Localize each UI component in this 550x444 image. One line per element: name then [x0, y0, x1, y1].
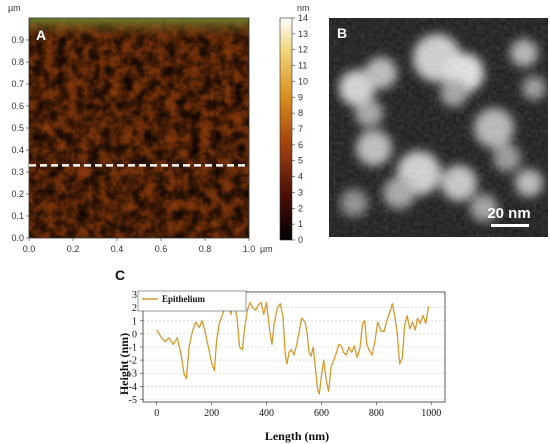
- legend: Epithelium: [137, 290, 247, 312]
- x-axis-ticks: 0.0 0.2 0.4 0.6 0.8 1.0: [23, 238, 256, 254]
- colorbar-unit: nm: [297, 3, 310, 13]
- y-tick-label: 0.4: [11, 145, 24, 155]
- y-tick-label: -2: [129, 356, 137, 367]
- panel-a-letter: A: [36, 27, 46, 43]
- x-tick-label: 0.2: [67, 244, 80, 254]
- scale-bar: [491, 224, 529, 227]
- x-axis-label: Length (nm): [265, 429, 329, 443]
- x-tick-label: 1000: [421, 408, 441, 419]
- y-tick-label: -1: [129, 343, 137, 354]
- y-tick-label: 0.8: [11, 57, 24, 67]
- colorbar-tick-label: 11: [298, 61, 307, 71]
- colorbar-tick-label: 12: [298, 45, 308, 55]
- colorbar-tick-label: 4: [298, 172, 303, 182]
- colorbar-tick-label: 13: [298, 29, 308, 39]
- colorbar-tick-label: 8: [298, 108, 303, 118]
- y-axis-ticks: 0.0 0.1 0.2 0.3 0.4 0.5 0.6 0.7 0.8 0.9: [11, 35, 29, 243]
- x-tick-label: 1.0: [243, 244, 256, 254]
- y-tick-label: 0.7: [11, 79, 24, 89]
- colorbar-tick-label: 2: [298, 203, 303, 213]
- x-tick-label: 0.0: [23, 244, 36, 254]
- y-tick-label: 0.1: [11, 211, 24, 221]
- y-tick-label: 0.6: [11, 101, 24, 111]
- colorbar-tick-label: 0: [298, 235, 303, 245]
- y-tick-label: 0.3: [11, 167, 24, 177]
- y-tick-label: 0.0: [11, 233, 24, 243]
- afm-image: [28, 17, 250, 239]
- x-tick-label: 0.6: [155, 244, 168, 254]
- x-axis-unit: µm: [260, 244, 273, 254]
- panel-a-afm-topography: A µm 0.00.10.20.30.40.50.60.70.80.9 0.0 0…: [8, 3, 310, 254]
- colorbar-tick-label: 6: [298, 140, 303, 150]
- panel-c-letter: C: [115, 267, 125, 283]
- y-tick-label: 0.2: [11, 189, 24, 199]
- colorbar-tick-label: 5: [298, 156, 303, 166]
- y-tick-label: -4: [129, 382, 137, 393]
- x-tick-label: 600: [314, 408, 329, 419]
- x-axis-ticks: 0 200 400 600 800 1000: [154, 402, 441, 419]
- x-tick-label: 0.8: [199, 244, 212, 254]
- panel-b-particle-image: B 20 nm: [329, 18, 548, 237]
- y-tick-label: 3: [132, 290, 137, 301]
- colorbar-tick-label: 1: [298, 219, 303, 229]
- y-tick-label: 0.5: [11, 123, 24, 133]
- panel-c-height-profile: C -5 -4 -3 -2 -1 0 1 2 3 0 200 400 600 800 1000 Epith…: [115, 267, 446, 443]
- y-tick-label: 0.9: [11, 35, 24, 45]
- y-axis-unit: µm: [8, 3, 21, 13]
- panel-b-letter: B: [337, 25, 347, 41]
- y-axis-label: Height (nm): [117, 333, 131, 395]
- y-tick-label: -3: [129, 369, 137, 380]
- x-tick-label: 0: [154, 408, 159, 419]
- y-tick-label: 1: [132, 316, 137, 327]
- x-tick-label: 0.4: [111, 244, 124, 254]
- y-tick-label: -5: [129, 395, 137, 406]
- x-tick-label: 200: [204, 408, 219, 419]
- scale-bar-label: 20 nm: [487, 205, 530, 222]
- x-tick-label: 400: [259, 408, 274, 419]
- colorbar-tick-label: 7: [298, 124, 303, 134]
- y-tick-label: 2: [132, 303, 137, 314]
- series-line-epithelium: [156, 299, 430, 395]
- y-tick-label: 0: [132, 329, 137, 340]
- colorbar-tick-label: 10: [298, 76, 308, 86]
- colorbar: [279, 17, 293, 241]
- x-tick-label: 800: [369, 408, 384, 419]
- y-axis-ticks: -5 -4 -3 -2 -1 0 1 2 3: [129, 290, 143, 406]
- colorbar-tick-label: 9: [298, 92, 303, 102]
- legend-label: Epithelium: [162, 294, 206, 304]
- colorbar-tick-label: 14: [298, 13, 308, 23]
- colorbar-tick-label: 3: [298, 187, 303, 197]
